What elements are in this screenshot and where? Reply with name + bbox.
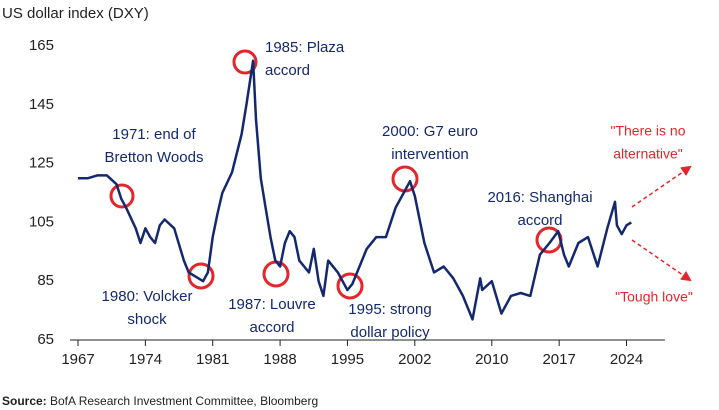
- circle: [336, 272, 364, 300]
- x-tick-label: 2002: [398, 351, 431, 368]
- annotation: Bretton Woods: [105, 149, 204, 166]
- annotation: dollar policy: [350, 324, 430, 341]
- annotation: alternative": [613, 146, 683, 162]
- annotation: accord: [249, 319, 294, 336]
- annotation: 1995: strong: [348, 301, 431, 318]
- circle: [109, 183, 135, 209]
- source-label: Source:: [2, 394, 47, 408]
- circle: [391, 165, 419, 193]
- circle: [187, 262, 215, 290]
- annotation: 2016: Shanghai: [487, 189, 592, 206]
- arrow: [631, 239, 692, 282]
- y-tick-label: 165: [29, 37, 54, 54]
- chart-title: US dollar index (DXY): [2, 5, 149, 22]
- annotation: accord: [517, 212, 562, 229]
- x-tick-label: 2010: [475, 351, 508, 368]
- x-tick-label: 1981: [196, 351, 229, 368]
- x-tick-label: 1974: [129, 351, 162, 368]
- annotation: 1985: Plaza: [265, 39, 345, 56]
- annotation: 2000: G7 euro: [382, 123, 478, 140]
- y-tick-label: 105: [29, 213, 54, 230]
- circle: [262, 260, 290, 288]
- annotation: "Tough love": [615, 289, 693, 305]
- y-tick-label: 145: [29, 96, 54, 113]
- annotation: accord: [265, 62, 310, 79]
- annotation: "There is no: [610, 123, 685, 139]
- annotation: intervention: [391, 146, 469, 163]
- annotation: 1971: end of: [112, 126, 196, 143]
- circle: [232, 49, 258, 75]
- y-tick-label: 85: [37, 272, 54, 289]
- x-tick-label: 2017: [542, 351, 575, 368]
- y-tick-label: 65: [37, 331, 54, 348]
- x-tick-label: 1967: [61, 351, 94, 368]
- x-tick-label: 2024: [610, 351, 643, 368]
- x-tick-label: 1988: [263, 351, 296, 368]
- source: BofA Research Investment Committee, Bloo…: [50, 394, 318, 408]
- y-tick-label: 125: [29, 155, 54, 172]
- annotation: shock: [127, 311, 167, 328]
- annotation: 1987: Louvre: [228, 296, 316, 313]
- annotation: 1980: Volcker: [102, 288, 193, 305]
- series-line: [78, 59, 632, 321]
- arrow: [631, 165, 692, 208]
- highlight-circles: [109, 49, 563, 300]
- x-tick-label: 1995: [331, 351, 364, 368]
